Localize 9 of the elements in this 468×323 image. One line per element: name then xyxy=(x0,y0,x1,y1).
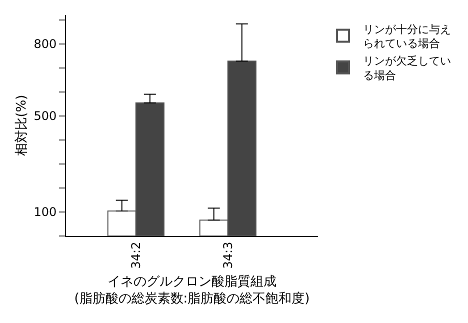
x-axis-title: イネのグルクロン酸脂質組成 (脂肪酸の総炭素数:脂肪酸の総不飽和度) xyxy=(74,274,310,306)
x-tick-label: 34:2 xyxy=(128,242,143,269)
x-tick-label: 34:3 xyxy=(220,242,235,269)
y-axis-title: 相対比(%) xyxy=(14,94,30,156)
legend-label: リンが欠乏している場合 xyxy=(363,54,452,82)
y-tick-label: 500 xyxy=(34,109,57,124)
legend-label: リンが十分に与えられている場合 xyxy=(363,22,452,50)
y-tick-label: 100 xyxy=(34,205,57,220)
y-tick-label: 800 xyxy=(34,37,57,52)
